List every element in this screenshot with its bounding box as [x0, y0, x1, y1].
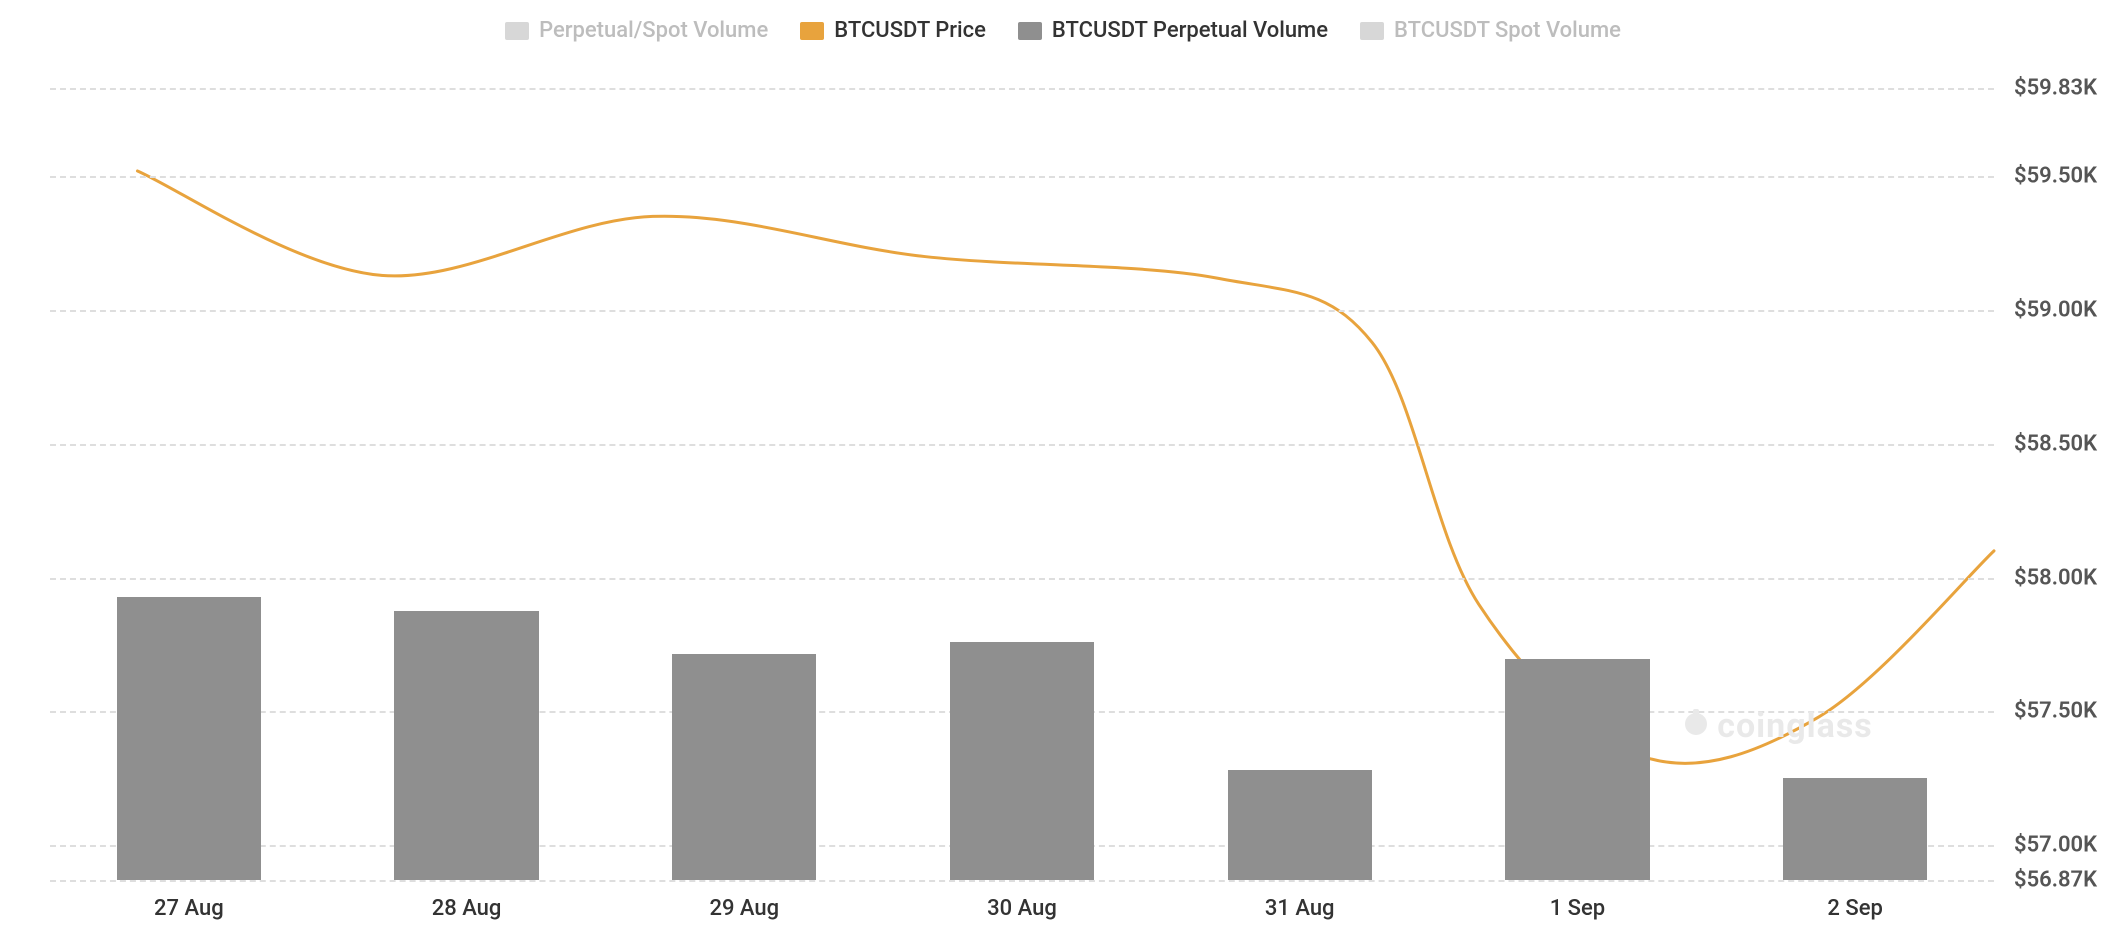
grid-line	[50, 444, 1994, 446]
legend-item[interactable]: BTCUSDT Price	[800, 18, 986, 43]
y-axis-tick-label: $59.50K	[2014, 164, 2097, 189]
legend-label: BTCUSDT Price	[834, 18, 986, 43]
volume-bar[interactable]	[1228, 770, 1372, 880]
x-axis-tick-label: 27 Aug	[154, 896, 224, 921]
volume-bar[interactable]	[1783, 778, 1927, 880]
legend-item[interactable]: BTCUSDT Spot Volume	[1360, 18, 1621, 43]
legend-swatch	[505, 22, 529, 40]
grid-line	[50, 88, 1994, 90]
legend-label: Perpetual/Spot Volume	[539, 18, 768, 43]
volume-bar[interactable]	[950, 642, 1094, 880]
legend-swatch	[800, 22, 824, 40]
grid-line	[50, 176, 1994, 178]
legend-swatch	[1360, 22, 1384, 40]
volume-bar[interactable]	[1505, 659, 1649, 880]
watermark-icon	[1681, 708, 1711, 748]
x-axis-tick-label: 1 Sep	[1550, 896, 1605, 921]
y-axis-tick-label: $57.50K	[2014, 699, 2097, 724]
x-axis-tick-label: 30 Aug	[987, 896, 1057, 921]
y-axis-tick-label: $57.00K	[2014, 833, 2097, 858]
legend-swatch	[1018, 22, 1042, 40]
grid-line	[50, 310, 1994, 312]
plot-area	[50, 88, 1994, 880]
x-axis-tick-label: 2 Sep	[1827, 896, 1882, 921]
x-axis-tick-label: 31 Aug	[1265, 896, 1335, 921]
price-volume-chart: Perpetual/Spot Volume BTCUSDT Price BTCUSD…	[0, 0, 2126, 950]
legend-label: BTCUSDT Spot Volume	[1394, 18, 1621, 43]
y-axis-tick-label: $59.83K	[2014, 76, 2097, 101]
watermark: coinglass	[1681, 706, 1873, 748]
watermark-text: coinglass	[1717, 706, 1873, 746]
volume-bar[interactable]	[672, 654, 816, 880]
y-axis-tick-label: $56.87K	[2014, 868, 2097, 893]
legend-item[interactable]: Perpetual/Spot Volume	[505, 18, 768, 43]
grid-line	[50, 880, 1994, 882]
legend-item[interactable]: BTCUSDT Perpetual Volume	[1018, 18, 1328, 43]
volume-bar[interactable]	[117, 597, 261, 880]
x-axis-tick-label: 29 Aug	[709, 896, 779, 921]
y-axis-tick-label: $58.00K	[2014, 565, 2097, 590]
y-axis-tick-label: $58.50K	[2014, 431, 2097, 456]
legend: Perpetual/Spot Volume BTCUSDT Price BTCUSD…	[0, 18, 2126, 43]
x-axis-tick-label: 28 Aug	[432, 896, 502, 921]
legend-label: BTCUSDT Perpetual Volume	[1052, 18, 1328, 43]
volume-bar[interactable]	[394, 611, 538, 880]
grid-line	[50, 578, 1994, 580]
y-axis-tick-label: $59.00K	[2014, 298, 2097, 323]
